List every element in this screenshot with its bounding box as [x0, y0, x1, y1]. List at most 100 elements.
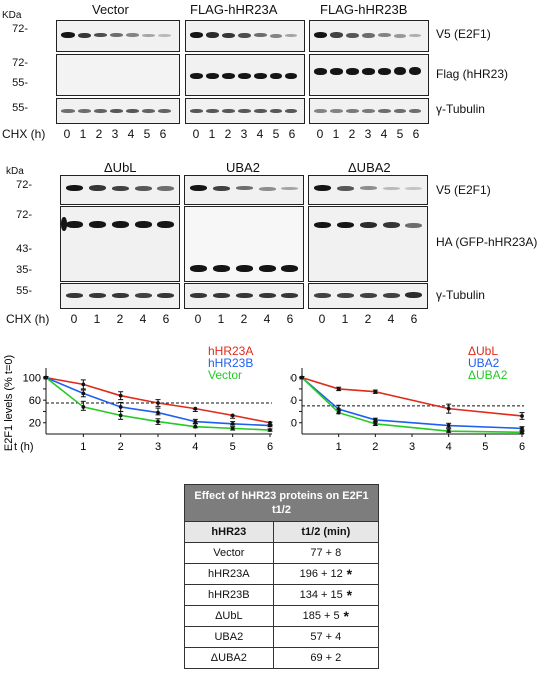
half-life-value: 69 + 2: [310, 652, 342, 664]
x-tick-label: 6: [267, 441, 273, 453]
table-cell-construct: Vector: [184, 542, 274, 564]
x-tick-label: 3: [155, 441, 161, 453]
marker-72-mid: 72-: [16, 209, 32, 221]
table-cell-half-life: 196 + 12 *: [272, 563, 380, 585]
legend-entry: ΔUBA2: [468, 368, 508, 382]
series-line: [301, 376, 523, 417]
x-axis-label: t (h): [14, 441, 34, 453]
lane-label: 1: [217, 312, 225, 326]
blot-dubl-v5: [60, 175, 180, 205]
y-tick-label: 100: [23, 373, 41, 385]
data-point: [156, 419, 160, 424]
table-cell-half-life: 57 + 4: [272, 626, 380, 648]
table-header-hhr23: hHR23: [184, 521, 274, 543]
data-point: [118, 393, 123, 398]
data-point: [520, 430, 524, 435]
group-label-dubl: ΔUbL: [104, 160, 137, 175]
legend-entry: hHR23B: [208, 356, 253, 370]
lane-label: 1: [341, 312, 349, 326]
y-tick-label: 60: [290, 395, 297, 407]
data-point: [446, 423, 451, 428]
data-point: [193, 406, 198, 411]
data-point: [44, 375, 48, 380]
table-cell-construct: ΔUbL: [184, 605, 274, 627]
lane-label: 6: [410, 312, 418, 326]
series-line: [301, 377, 523, 430]
x-tick-label: 5: [482, 441, 488, 453]
x-tick-label: 4: [446, 441, 452, 453]
x-tick-label: 2: [118, 441, 124, 453]
legend-entry: hHR23A: [208, 344, 253, 358]
blot-hhr23b-v5: [309, 20, 429, 52]
blot-uba2-ha: [184, 206, 304, 282]
lane-label: 2: [224, 127, 232, 141]
lane-label: 4: [263, 312, 271, 326]
data-point: [268, 423, 272, 428]
lane-label: 3: [240, 127, 248, 141]
data-point: [373, 389, 378, 394]
data-point: [446, 406, 451, 411]
marker-72-top: 72-: [12, 23, 28, 35]
row-label-v5-e2f1: V5 (E2F1): [436, 27, 491, 41]
table-cell-construct: hHR23A: [184, 563, 274, 585]
data-point: [81, 391, 86, 396]
marker-55-mid: 55-: [12, 77, 28, 89]
x-tick-label: 1: [336, 441, 342, 453]
lane-label: 1: [79, 127, 87, 141]
x-tick-label: 5: [230, 441, 236, 453]
blot-vector-v5: [56, 20, 180, 52]
table-row: hHR23A 196 + 12 *: [184, 563, 380, 585]
data-point: [118, 413, 123, 418]
data-point: [230, 421, 235, 426]
half-life-value: 77 + 8: [310, 547, 342, 559]
marker-72-mid: 72-: [12, 57, 28, 69]
y-axis-label: E2F1 levels (% t=0): [3, 355, 15, 451]
chx-label: CHX (h): [2, 127, 46, 141]
table-row: ΔUBA2 69 + 2: [184, 647, 380, 669]
lane-label: 6: [412, 127, 420, 141]
lane-label: 0: [63, 127, 71, 141]
blot-vector-flag: [56, 54, 180, 96]
lane-label: 0: [192, 127, 200, 141]
marker-43: 43-: [16, 243, 32, 255]
data-point: [81, 405, 86, 409]
y-tick-label: 60: [29, 395, 41, 407]
lane-label: 2: [95, 127, 103, 141]
lane-label: 2: [348, 127, 356, 141]
lane-label: 6: [159, 127, 167, 141]
significance-star: *: [339, 608, 349, 624]
kda-label: kDa: [6, 166, 24, 177]
y-tick-label: 20: [290, 418, 297, 430]
group-label-flag-hhr23b: FLAG-hHR23B: [320, 2, 408, 17]
table-cell-construct: UBA2: [184, 626, 274, 648]
lane-label: 3: [111, 127, 119, 141]
data-point: [268, 420, 272, 425]
table-cell-half-life: 185 + 5 *: [272, 605, 380, 627]
half-life-table: Effect of hHR23 proteins on E2F1 t1/2 hH…: [184, 484, 380, 669]
lane-label: 0: [194, 312, 202, 326]
row-label-tubulin: γ-Tubulin: [436, 102, 485, 116]
x-tick-label: 2: [372, 441, 378, 453]
half-life-value: 57 + 4: [310, 631, 342, 643]
lane-label: 4: [380, 127, 388, 141]
data-point: [336, 387, 341, 391]
lane-label: 0: [318, 312, 326, 326]
significance-star: *: [342, 566, 353, 582]
lane-label: 4: [127, 127, 135, 141]
lane-label: 5: [396, 127, 404, 141]
group-label-duba2: ΔUBA2: [348, 160, 391, 175]
lane-label: 3: [364, 127, 372, 141]
data-point: [336, 407, 341, 412]
lane-label: 5: [272, 127, 280, 141]
chx-label: CHX (h): [6, 312, 50, 326]
row-label-v5-e2f1: V5 (E2F1): [436, 183, 491, 197]
marker-35: 35-: [16, 264, 32, 276]
data-point: [193, 419, 198, 424]
legend-entry: Vector: [208, 368, 242, 382]
blot-duba2-ha: [308, 206, 428, 282]
blot-uba2-v5: [184, 175, 304, 205]
table-cell-construct: hHR23B: [184, 584, 274, 606]
data-point: [300, 375, 304, 380]
blot-vector-tubulin: [56, 98, 180, 124]
